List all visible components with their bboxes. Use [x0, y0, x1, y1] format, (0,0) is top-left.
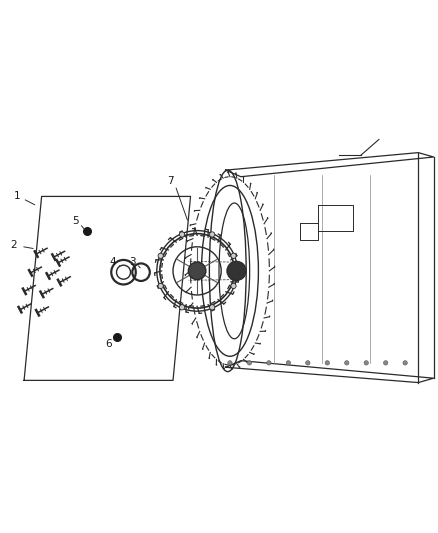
Circle shape	[364, 361, 368, 365]
Text: 6: 6	[105, 340, 112, 350]
Circle shape	[231, 253, 236, 259]
Text: 7: 7	[166, 176, 173, 186]
Circle shape	[403, 361, 407, 365]
Circle shape	[286, 361, 290, 365]
Circle shape	[227, 261, 246, 280]
Circle shape	[209, 232, 215, 237]
Circle shape	[345, 361, 349, 365]
Circle shape	[325, 361, 329, 365]
Circle shape	[158, 253, 163, 259]
Circle shape	[158, 284, 163, 288]
Text: 5: 5	[72, 216, 79, 227]
Circle shape	[384, 361, 388, 365]
Circle shape	[267, 361, 271, 365]
Circle shape	[228, 361, 232, 365]
Circle shape	[180, 232, 185, 237]
Text: 4: 4	[110, 257, 117, 267]
Circle shape	[247, 361, 251, 365]
Text: 1: 1	[13, 191, 20, 201]
Text: 3: 3	[129, 257, 136, 267]
Circle shape	[188, 262, 206, 280]
Circle shape	[306, 361, 310, 365]
Circle shape	[231, 284, 236, 288]
Text: 2: 2	[11, 240, 18, 251]
Circle shape	[180, 305, 185, 310]
Circle shape	[209, 305, 215, 310]
